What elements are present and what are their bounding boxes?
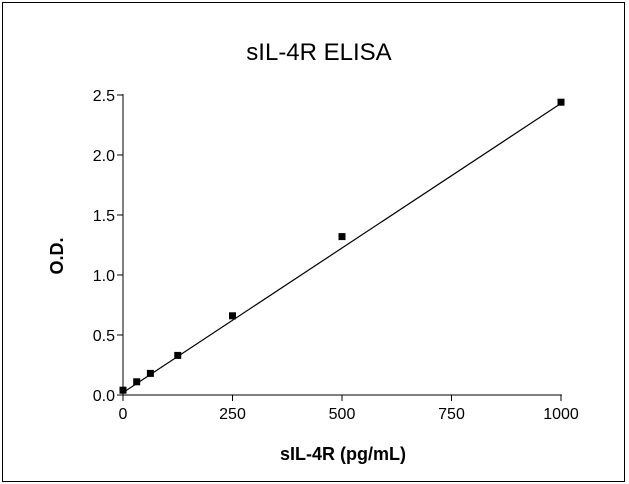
y-tick-label: 0.5: [93, 328, 115, 345]
x-tick-label: 1000: [543, 406, 579, 423]
data-points: [119, 98, 565, 394]
data-point: [146, 369, 154, 377]
y-tick-label: 0.0: [93, 388, 115, 405]
data-point: [229, 312, 236, 320]
y-tick-label: 2.5: [93, 88, 115, 105]
x-tick-label: 0: [119, 406, 128, 423]
fit-line: [122, 102, 562, 394]
data-point: [133, 378, 141, 386]
x-tick-label: 750: [438, 406, 465, 423]
chart-title: sIL-4R ELISA: [246, 39, 391, 66]
y-tick-label: 2.0: [93, 148, 115, 165]
data-point: [557, 98, 565, 106]
fit-line-group: [122, 102, 562, 394]
chart: sIL-4R ELISA 0.0 0.5 1.0 1.5 2.0 2.5 0 250 500 7…: [47, 39, 579, 464]
y-tick-label: 1.0: [93, 268, 115, 285]
data-point: [119, 386, 127, 394]
x-axis-label: sIL-4R (pg/mL): [280, 444, 406, 464]
y-tick-label: 1.5: [93, 208, 115, 225]
x-axis: 0 250 500 750 1000: [119, 394, 579, 423]
y-axis-label: O.D.: [47, 237, 67, 274]
y-axis: 0.0 0.5 1.0 1.5 2.0 2.5: [93, 88, 124, 405]
data-point: [174, 351, 182, 359]
x-tick-label: 500: [329, 406, 356, 423]
data-point: [338, 233, 346, 241]
x-tick-label: 250: [219, 406, 246, 423]
